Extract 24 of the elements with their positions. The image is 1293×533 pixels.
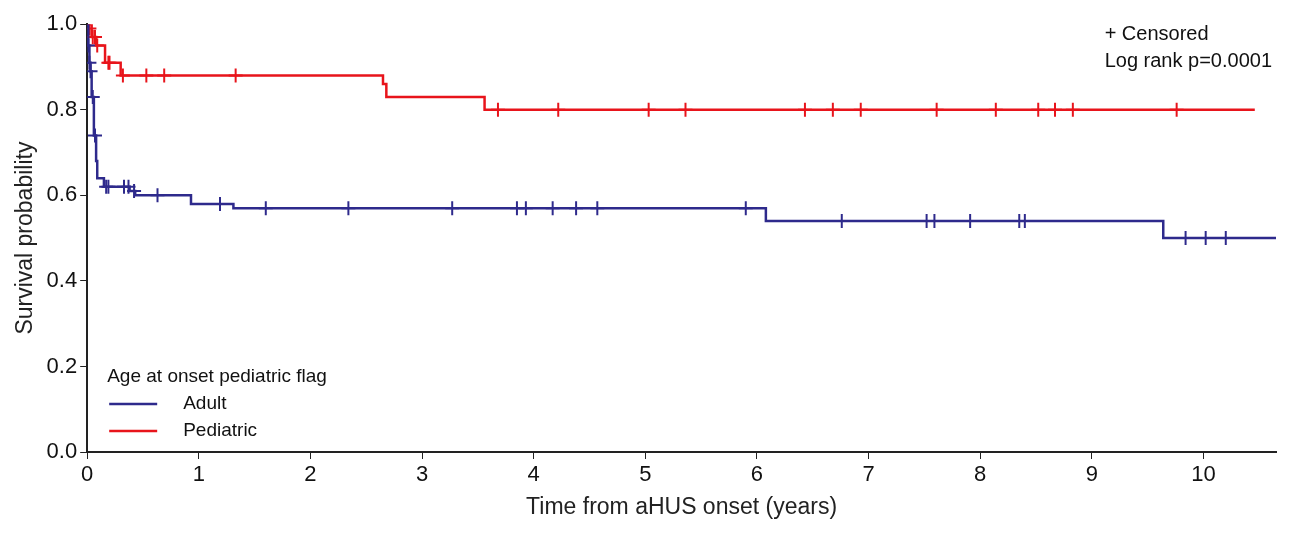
x-tick-label: 6 xyxy=(750,461,764,487)
x-tick-label: 1 xyxy=(192,461,205,487)
x-tick-label: 4 xyxy=(527,461,540,487)
legend-label: Adult xyxy=(183,392,228,414)
x-tick-label: 7 xyxy=(862,461,875,487)
annotation: Log rank p=0.0001 xyxy=(1104,48,1273,71)
x-tick-label: 3 xyxy=(415,461,429,487)
legend-label: Pediatric xyxy=(183,419,258,441)
y-axis-title: Survival probability xyxy=(11,141,38,335)
y-tick-label: 0.6 xyxy=(46,181,78,207)
y-tick-label: 1.0 xyxy=(46,10,78,36)
annotation: + Censored xyxy=(1104,21,1209,44)
x-tick-label: 10 xyxy=(1191,461,1216,487)
x-axis-title: Time from aHUS onset (years) xyxy=(526,492,838,519)
x-tick-label: 5 xyxy=(639,461,652,487)
x-tick-label: 2 xyxy=(304,461,317,487)
y-tick-label: 0.4 xyxy=(46,266,78,292)
legend-title: Age at onset pediatric flag xyxy=(107,365,327,387)
x-tick-label: 8 xyxy=(974,461,987,487)
y-tick-label: 0.0 xyxy=(46,438,78,464)
y-tick-label: 0.8 xyxy=(46,95,78,121)
y-tick-label: 0.2 xyxy=(46,352,78,378)
x-tick-label: 0 xyxy=(81,461,94,487)
x-tick-label: 9 xyxy=(1085,461,1098,487)
